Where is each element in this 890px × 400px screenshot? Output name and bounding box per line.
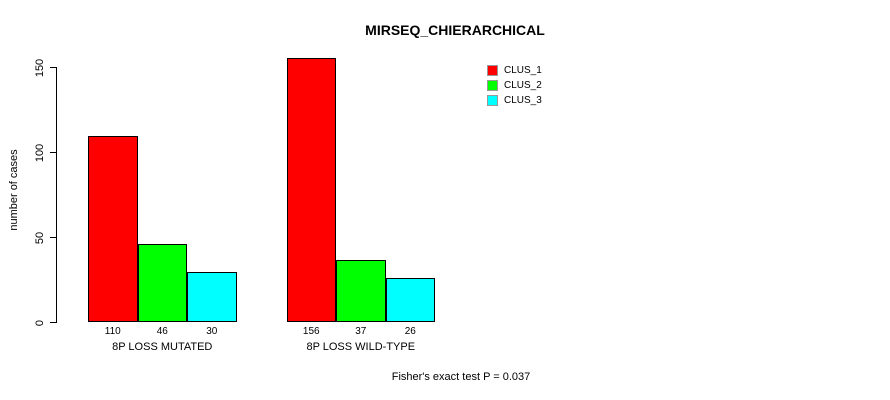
legend-swatch	[487, 65, 498, 76]
legend-label: CLUS_1	[504, 65, 542, 76]
bar-value-label: 37	[355, 326, 367, 337]
legend-item: CLUS_2	[487, 78, 542, 93]
x-category-label: 8P LOSS WILD-TYPE	[306, 341, 416, 353]
bar-value-label: 46	[156, 326, 168, 337]
bar-clus_2	[137, 244, 187, 323]
y-tick-label: 150	[34, 58, 46, 78]
y-axis-line	[56, 68, 57, 323]
bar-clus_3	[385, 278, 435, 323]
bar-clus_1	[88, 135, 138, 323]
legend: CLUS_1 CLUS_2 CLUS_3	[487, 63, 542, 108]
legend-item: CLUS_1	[487, 63, 542, 78]
bar-clus_2	[336, 259, 386, 323]
chart-title: MIRSEQ_CHIERARCHICAL	[365, 22, 545, 38]
bar-clus_1	[286, 57, 336, 323]
y-tick	[50, 322, 57, 323]
bar-value-label: 156	[302, 326, 320, 337]
footnote: Fisher's exact test P = 0.037	[391, 371, 531, 383]
bar-clus_3	[187, 271, 237, 323]
legend-label: CLUS_2	[504, 80, 542, 91]
legend-swatch	[487, 80, 498, 91]
legend-label: CLUS_3	[504, 95, 542, 106]
y-tick	[50, 67, 57, 69]
y-tick-label: 0	[34, 319, 46, 326]
y-tick-label: 50	[34, 231, 46, 244]
y-tick	[50, 152, 57, 154]
y-tick-label: 100	[34, 143, 46, 162]
y-axis-label: number of cases	[8, 149, 20, 231]
x-category-label: 8P LOSS MUTATED	[112, 341, 213, 353]
bar-value-label: 26	[404, 326, 416, 337]
bar-value-label: 30	[206, 326, 218, 337]
legend-item: CLUS_3	[487, 93, 542, 108]
legend-swatch	[487, 95, 498, 106]
bar-value-label: 110	[104, 326, 121, 337]
y-tick	[50, 237, 57, 239]
